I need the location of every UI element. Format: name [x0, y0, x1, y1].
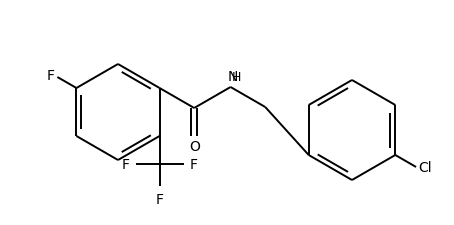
Text: F: F [156, 192, 163, 206]
Text: F: F [46, 69, 54, 83]
Text: N: N [227, 70, 238, 84]
Text: F: F [190, 157, 197, 171]
Text: Cl: Cl [418, 160, 432, 174]
Text: F: F [122, 157, 129, 171]
Text: H: H [232, 71, 241, 84]
Text: O: O [189, 139, 200, 153]
